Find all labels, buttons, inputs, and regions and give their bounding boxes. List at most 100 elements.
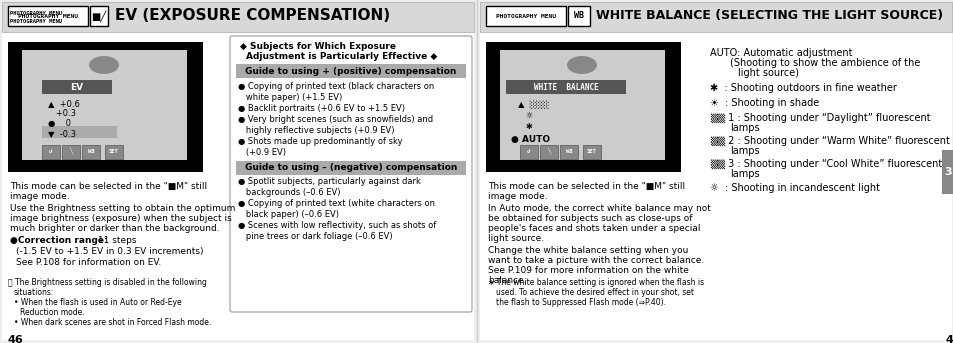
Bar xyxy=(485,42,680,172)
Text: This mode can be selected in the "■M" still: This mode can be selected in the "■M" st… xyxy=(488,182,684,191)
Text: ● Backlit portraits (+0.6 EV to +1.5 EV): ● Backlit portraits (+0.6 EV to +1.5 EV) xyxy=(237,104,405,113)
Text: much brighter or darker than the background.: much brighter or darker than the backgro… xyxy=(10,224,219,233)
Bar xyxy=(90,6,108,26)
Bar xyxy=(105,145,123,159)
Text: ☼: ☼ xyxy=(517,111,533,120)
Text: ∗ The white balance setting is ignored when the flash is: ∗ The white balance setting is ignored w… xyxy=(488,278,703,287)
Text: (-1.5 EV to +1.5 EV in 0.3 EV increments): (-1.5 EV to +1.5 EV in 0.3 EV increments… xyxy=(16,247,203,256)
Text: PHOTOGRAPHY MENU: PHOTOGRAPHY MENU xyxy=(496,13,556,19)
Text: PHOTOGRAPHY MENU: PHOTOGRAPHY MENU xyxy=(10,19,62,24)
Bar xyxy=(235,64,465,78)
Text: ▼  -0.3: ▼ -0.3 xyxy=(48,129,76,138)
Bar xyxy=(539,145,558,159)
Text: SET: SET xyxy=(586,150,597,154)
Bar xyxy=(479,2,951,32)
Text: (+0.9 EV): (+0.9 EV) xyxy=(237,148,286,157)
Text: ▒▒ 2 : Shooting under “Warm White” fluorescent: ▒▒ 2 : Shooting under “Warm White” fluor… xyxy=(709,136,949,146)
Text: • When dark scenes are shot in Forced Flash mode.: • When dark scenes are shot in Forced Fl… xyxy=(14,318,211,327)
Text: ▒▒ 3 : Shooting under “Cool White” fluorescent: ▒▒ 3 : Shooting under “Cool White” fluor… xyxy=(709,159,942,169)
Text: ■╱: ■╱ xyxy=(91,10,107,22)
Text: ◆ Subjects for Which Exposure: ◆ Subjects for Which Exposure xyxy=(240,42,395,51)
Bar xyxy=(505,80,625,94)
Bar xyxy=(235,161,465,175)
Bar xyxy=(499,50,664,160)
Text: used. To achieve the desired effect in your shot, set: used. To achieve the desired effect in y… xyxy=(496,288,693,297)
Text: ●Correction range:: ●Correction range: xyxy=(10,236,108,245)
Text: 3: 3 xyxy=(943,167,951,177)
Text: ● Shots made up predominantly of sky: ● Shots made up predominantly of sky xyxy=(237,137,402,146)
Text: light source): light source) xyxy=(738,68,799,78)
Text: ☼  : Shooting in incandescent light: ☼ : Shooting in incandescent light xyxy=(709,183,879,193)
Text: 11 steps: 11 steps xyxy=(95,236,136,245)
Text: light source.: light source. xyxy=(488,234,543,243)
Text: ● Scenes with low reflectivity, such as shots of: ● Scenes with low reflectivity, such as … xyxy=(237,221,436,230)
Text: be obtained for subjects such as close-ups of: be obtained for subjects such as close-u… xyxy=(488,214,692,223)
Text: See P.108 for information on EV.: See P.108 for information on EV. xyxy=(16,258,161,267)
Text: ✱  : Shooting outdoors in fine weather: ✱ : Shooting outdoors in fine weather xyxy=(709,83,896,93)
Bar xyxy=(2,2,474,32)
Text: ● Very bright scenes (such as snowfields) and: ● Very bright scenes (such as snowfields… xyxy=(237,115,433,124)
Text: +0.3: +0.3 xyxy=(48,109,76,118)
Text: AUTO: Automatic adjustment: AUTO: Automatic adjustment xyxy=(709,48,852,58)
Text: ● AUTO: ● AUTO xyxy=(511,135,550,144)
Bar xyxy=(22,50,187,160)
Text: See P.109 for more information on the white: See P.109 for more information on the wh… xyxy=(488,266,688,275)
Text: SET: SET xyxy=(109,150,119,154)
Text: ●    0: ● 0 xyxy=(48,119,71,128)
Text: EV (EXPOSURE COMPENSATION): EV (EXPOSURE COMPENSATION) xyxy=(115,9,390,24)
Text: people's faces and shots taken under a special: people's faces and shots taken under a s… xyxy=(488,224,700,233)
Text: ╲: ╲ xyxy=(70,149,72,155)
Text: In Auto mode, the correct white balance may not: In Auto mode, the correct white balance … xyxy=(488,204,710,213)
Text: ↺: ↺ xyxy=(527,150,530,154)
Bar xyxy=(62,145,80,159)
Text: WB: WB xyxy=(574,12,583,21)
Text: situations:: situations: xyxy=(14,288,54,297)
Text: Reduction mode.: Reduction mode. xyxy=(20,308,85,317)
Text: PHOTOGRAPHY MENU: PHOTOGRAPHY MENU xyxy=(18,13,78,19)
Text: ✱: ✱ xyxy=(517,122,533,131)
Text: want to take a picture with the correct balance.: want to take a picture with the correct … xyxy=(488,256,703,265)
Ellipse shape xyxy=(566,56,597,74)
Text: ⓘ The Brightness setting is disabled in the following: ⓘ The Brightness setting is disabled in … xyxy=(8,278,207,287)
Text: balance.: balance. xyxy=(488,276,526,285)
Bar xyxy=(485,6,565,26)
Bar xyxy=(42,126,117,138)
Text: (Shooting to show the ambience of the: (Shooting to show the ambience of the xyxy=(729,58,920,68)
Bar xyxy=(582,145,600,159)
Text: Guide to using + (positive) compensation: Guide to using + (positive) compensation xyxy=(245,67,456,75)
Bar xyxy=(8,42,203,172)
Bar xyxy=(2,32,474,340)
Text: lamps: lamps xyxy=(729,146,759,156)
Text: pine trees or dark foliage (–0.6 EV): pine trees or dark foliage (–0.6 EV) xyxy=(237,232,393,241)
Text: • When the flash is used in Auto or Red-Eye: • When the flash is used in Auto or Red-… xyxy=(14,298,181,307)
Bar xyxy=(559,145,578,159)
Text: backgrounds (–0.6 EV): backgrounds (–0.6 EV) xyxy=(237,188,340,197)
Text: WB: WB xyxy=(565,150,572,154)
FancyBboxPatch shape xyxy=(230,36,472,312)
Text: lamps: lamps xyxy=(729,123,759,133)
Text: EV: EV xyxy=(71,83,84,92)
Text: Use the Brightness setting to obtain the optimum: Use the Brightness setting to obtain the… xyxy=(10,204,235,213)
Text: white paper) (+1.5 EV): white paper) (+1.5 EV) xyxy=(237,93,342,102)
Bar xyxy=(8,6,88,26)
Bar xyxy=(479,32,951,340)
Text: ● Spotlit subjects, particularly against dark: ● Spotlit subjects, particularly against… xyxy=(237,177,420,186)
Text: 46: 46 xyxy=(8,335,24,343)
Text: ▲  ░░░: ▲ ░░░ xyxy=(517,100,549,109)
Text: the flash to Suppressed Flash mode (⇒P.40).: the flash to Suppressed Flash mode (⇒P.4… xyxy=(496,298,665,307)
Text: 47: 47 xyxy=(945,335,953,343)
Bar xyxy=(82,145,100,159)
Text: ╲: ╲ xyxy=(547,149,550,155)
Text: ▲  +0.6: ▲ +0.6 xyxy=(48,99,80,108)
Text: This mode can be selected in the "■M" still: This mode can be selected in the "■M" st… xyxy=(10,182,207,191)
Text: black paper) (–0.6 EV): black paper) (–0.6 EV) xyxy=(237,210,338,219)
Text: ● Copying of printed text (black characters on: ● Copying of printed text (black charact… xyxy=(237,82,434,91)
Text: Adjustment is Particularly Effective ◆: Adjustment is Particularly Effective ◆ xyxy=(246,52,436,61)
Text: Change the white balance setting when you: Change the white balance setting when yo… xyxy=(488,246,688,255)
Text: image mode.: image mode. xyxy=(488,192,547,201)
Text: image mode.: image mode. xyxy=(10,192,70,201)
Text: WB: WB xyxy=(88,150,94,154)
Bar xyxy=(567,6,589,26)
Ellipse shape xyxy=(89,56,119,74)
Text: lamps: lamps xyxy=(729,169,759,179)
